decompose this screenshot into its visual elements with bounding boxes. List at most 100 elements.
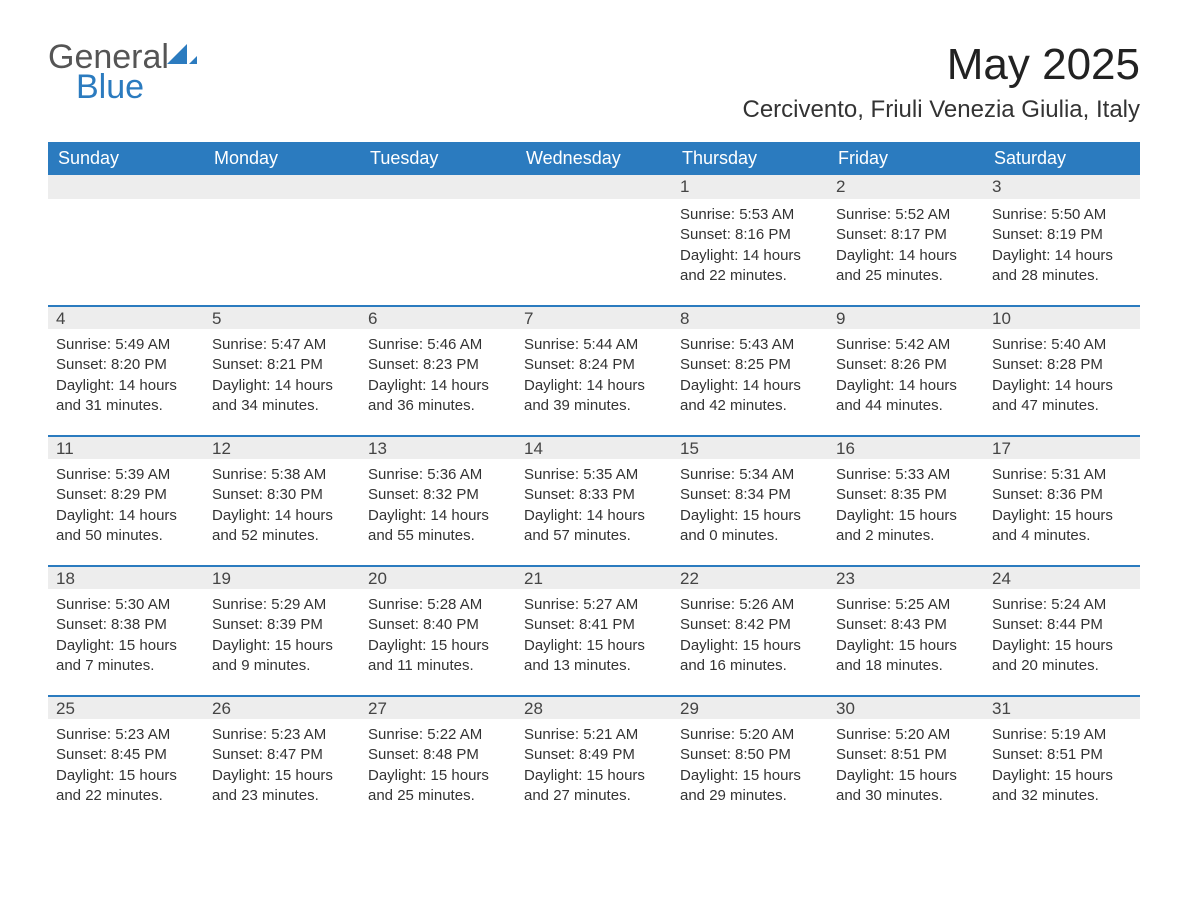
day-number: 16	[828, 435, 984, 459]
sunset-text: Sunset: 8:34 PM	[680, 485, 820, 505]
weekday-header: Thursday	[672, 142, 828, 175]
sunrise-text: Sunrise: 5:39 AM	[56, 465, 196, 485]
day-number: 28	[516, 695, 672, 719]
day-number: 5	[204, 305, 360, 329]
day-details: Sunrise: 5:23 AMSunset: 8:45 PMDaylight:…	[48, 719, 204, 810]
sunset-text: Sunset: 8:47 PM	[212, 745, 352, 765]
calendar-day-cell: 3Sunrise: 5:50 AMSunset: 8:19 PMDaylight…	[984, 175, 1140, 305]
sunset-text: Sunset: 8:20 PM	[56, 355, 196, 375]
day-number: 29	[672, 695, 828, 719]
day-number: 21	[516, 565, 672, 589]
sunrise-text: Sunrise: 5:26 AM	[680, 595, 820, 615]
calendar-day-cell: 18Sunrise: 5:30 AMSunset: 8:38 PMDayligh…	[48, 565, 204, 695]
calendar-day-cell: 24Sunrise: 5:24 AMSunset: 8:44 PMDayligh…	[984, 565, 1140, 695]
weekday-header: Tuesday	[360, 142, 516, 175]
day-number: 10	[984, 305, 1140, 329]
daylight-text: Daylight: 14 hours and 50 minutes.	[56, 506, 196, 547]
day-number: 17	[984, 435, 1140, 459]
sunrise-text: Sunrise: 5:27 AM	[524, 595, 664, 615]
daylight-text: Daylight: 14 hours and 22 minutes.	[680, 246, 820, 287]
daylight-text: Daylight: 15 hours and 4 minutes.	[992, 506, 1132, 547]
day-details: Sunrise: 5:27 AMSunset: 8:41 PMDaylight:…	[516, 589, 672, 680]
daylight-text: Daylight: 14 hours and 31 minutes.	[56, 376, 196, 417]
sunrise-text: Sunrise: 5:40 AM	[992, 335, 1132, 355]
day-details: Sunrise: 5:42 AMSunset: 8:26 PMDaylight:…	[828, 329, 984, 420]
sunrise-text: Sunrise: 5:36 AM	[368, 465, 508, 485]
weekday-header: Friday	[828, 142, 984, 175]
day-number: 4	[48, 305, 204, 329]
weekday-header: Wednesday	[516, 142, 672, 175]
calendar-day-cell: 6Sunrise: 5:46 AMSunset: 8:23 PMDaylight…	[360, 305, 516, 435]
weekday-header: Sunday	[48, 142, 204, 175]
day-number: 7	[516, 305, 672, 329]
logo-text-block: General Blue	[48, 40, 197, 104]
day-details: Sunrise: 5:35 AMSunset: 8:33 PMDaylight:…	[516, 459, 672, 550]
day-number: 1	[672, 175, 828, 199]
sunrise-text: Sunrise: 5:19 AM	[992, 725, 1132, 745]
sunrise-text: Sunrise: 5:47 AM	[212, 335, 352, 355]
sunrise-text: Sunrise: 5:29 AM	[212, 595, 352, 615]
sunset-text: Sunset: 8:26 PM	[836, 355, 976, 375]
calendar-day-cell: 16Sunrise: 5:33 AMSunset: 8:35 PMDayligh…	[828, 435, 984, 565]
day-number: 30	[828, 695, 984, 719]
calendar-week-row: 18Sunrise: 5:30 AMSunset: 8:38 PMDayligh…	[48, 565, 1140, 695]
sunset-text: Sunset: 8:49 PM	[524, 745, 664, 765]
sunset-text: Sunset: 8:32 PM	[368, 485, 508, 505]
location-subtitle: Cercivento, Friuli Venezia Giulia, Italy	[743, 96, 1141, 124]
day-number: 19	[204, 565, 360, 589]
sunset-text: Sunset: 8:44 PM	[992, 615, 1132, 635]
sunset-text: Sunset: 8:51 PM	[992, 745, 1132, 765]
calendar-table: SundayMondayTuesdayWednesdayThursdayFrid…	[48, 142, 1140, 825]
calendar-day-cell: 1Sunrise: 5:53 AMSunset: 8:16 PMDaylight…	[672, 175, 828, 305]
sunrise-text: Sunrise: 5:20 AM	[836, 725, 976, 745]
day-details: Sunrise: 5:39 AMSunset: 8:29 PMDaylight:…	[48, 459, 204, 550]
blank-day	[360, 175, 516, 199]
calendar-day-cell: 25Sunrise: 5:23 AMSunset: 8:45 PMDayligh…	[48, 695, 204, 825]
day-details: Sunrise: 5:49 AMSunset: 8:20 PMDaylight:…	[48, 329, 204, 420]
day-details: Sunrise: 5:44 AMSunset: 8:24 PMDaylight:…	[516, 329, 672, 420]
sunrise-text: Sunrise: 5:42 AM	[836, 335, 976, 355]
day-details: Sunrise: 5:40 AMSunset: 8:28 PMDaylight:…	[984, 329, 1140, 420]
sunrise-text: Sunrise: 5:44 AM	[524, 335, 664, 355]
weekday-header: Monday	[204, 142, 360, 175]
sunset-text: Sunset: 8:41 PM	[524, 615, 664, 635]
title-block: May 2025 Cercivento, Friuli Venezia Giul…	[743, 40, 1141, 124]
weekday-header: Saturday	[984, 142, 1140, 175]
daylight-text: Daylight: 14 hours and 36 minutes.	[368, 376, 508, 417]
sunset-text: Sunset: 8:29 PM	[56, 485, 196, 505]
calendar-day-cell: 8Sunrise: 5:43 AMSunset: 8:25 PMDaylight…	[672, 305, 828, 435]
day-number: 11	[48, 435, 204, 459]
calendar-day-cell: 23Sunrise: 5:25 AMSunset: 8:43 PMDayligh…	[828, 565, 984, 695]
daylight-text: Daylight: 14 hours and 55 minutes.	[368, 506, 508, 547]
day-number: 24	[984, 565, 1140, 589]
daylight-text: Daylight: 14 hours and 42 minutes.	[680, 376, 820, 417]
calendar-day-cell: 15Sunrise: 5:34 AMSunset: 8:34 PMDayligh…	[672, 435, 828, 565]
daylight-text: Daylight: 15 hours and 2 minutes.	[836, 506, 976, 547]
daylight-text: Daylight: 15 hours and 7 minutes.	[56, 636, 196, 677]
daylight-text: Daylight: 15 hours and 23 minutes.	[212, 766, 352, 807]
calendar-day-cell: 21Sunrise: 5:27 AMSunset: 8:41 PMDayligh…	[516, 565, 672, 695]
day-number: 26	[204, 695, 360, 719]
day-details: Sunrise: 5:46 AMSunset: 8:23 PMDaylight:…	[360, 329, 516, 420]
day-details: Sunrise: 5:30 AMSunset: 8:38 PMDaylight:…	[48, 589, 204, 680]
sunrise-text: Sunrise: 5:25 AM	[836, 595, 976, 615]
sunset-text: Sunset: 8:42 PM	[680, 615, 820, 635]
calendar-day-cell: 7Sunrise: 5:44 AMSunset: 8:24 PMDaylight…	[516, 305, 672, 435]
daylight-text: Daylight: 14 hours and 47 minutes.	[992, 376, 1132, 417]
calendar-header-row: SundayMondayTuesdayWednesdayThursdayFrid…	[48, 142, 1140, 175]
month-title: May 2025	[743, 40, 1141, 90]
day-details: Sunrise: 5:26 AMSunset: 8:42 PMDaylight:…	[672, 589, 828, 680]
calendar-day-cell	[516, 175, 672, 305]
daylight-text: Daylight: 15 hours and 25 minutes.	[368, 766, 508, 807]
day-details: Sunrise: 5:53 AMSunset: 8:16 PMDaylight:…	[672, 199, 828, 290]
daylight-text: Daylight: 15 hours and 9 minutes.	[212, 636, 352, 677]
calendar-day-cell: 29Sunrise: 5:20 AMSunset: 8:50 PMDayligh…	[672, 695, 828, 825]
sunrise-text: Sunrise: 5:23 AM	[212, 725, 352, 745]
day-details: Sunrise: 5:22 AMSunset: 8:48 PMDaylight:…	[360, 719, 516, 810]
day-details: Sunrise: 5:24 AMSunset: 8:44 PMDaylight:…	[984, 589, 1140, 680]
day-details: Sunrise: 5:43 AMSunset: 8:25 PMDaylight:…	[672, 329, 828, 420]
day-number: 20	[360, 565, 516, 589]
sunrise-text: Sunrise: 5:35 AM	[524, 465, 664, 485]
calendar-day-cell: 22Sunrise: 5:26 AMSunset: 8:42 PMDayligh…	[672, 565, 828, 695]
day-details: Sunrise: 5:34 AMSunset: 8:34 PMDaylight:…	[672, 459, 828, 550]
